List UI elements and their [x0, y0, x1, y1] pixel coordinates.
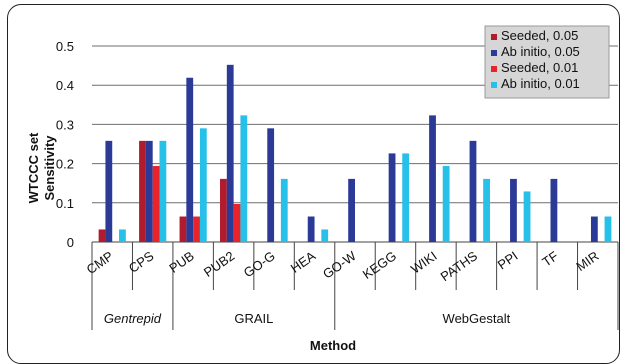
- y-tick-label: 0: [67, 235, 74, 250]
- bar: [483, 178, 490, 242]
- x-tick-label: TF: [539, 248, 561, 269]
- group-label: GRAIL: [234, 311, 273, 326]
- x-tick-label: KEGG: [360, 248, 399, 282]
- bar: [220, 178, 227, 242]
- bar: [348, 178, 355, 242]
- bar: [152, 165, 160, 242]
- bar: [550, 178, 558, 242]
- bar: [186, 77, 194, 242]
- x-tick-label: GO-W: [320, 248, 359, 282]
- bar: [307, 216, 315, 242]
- bar: [119, 229, 126, 242]
- legend-entry: Seeded, 0.05: [501, 28, 578, 43]
- legend-swatch: [491, 50, 497, 56]
- group-labels: Gentrepid GRAIL WebGestalt: [104, 311, 511, 326]
- bar: [98, 229, 106, 242]
- y-axis-label-line2: Sensitivity: [42, 135, 57, 201]
- bar-chart: 0 0.1 0.2 0.3 0.4 0.5 CMP CPS PUB PUB2 GO-G HEA GO-…: [26, 24, 619, 353]
- x-axis-label: Method: [310, 338, 356, 353]
- legend-swatch: [491, 66, 497, 72]
- bar: [267, 128, 275, 242]
- x-tick-label: PUB2: [201, 248, 237, 280]
- bar: [233, 203, 241, 242]
- x-tick-label: PUB: [166, 248, 197, 276]
- x-tick-label: PPI: [495, 248, 521, 272]
- bar: [193, 216, 200, 242]
- group-label: Gentrepid: [104, 311, 162, 326]
- bar: [240, 115, 248, 242]
- bar: [280, 178, 288, 242]
- bar: [402, 153, 410, 242]
- x-tick-label: WIKI: [408, 248, 440, 276]
- legend-entry: Seeded, 0.01: [501, 60, 578, 75]
- x-tick-label: HEA: [288, 248, 319, 276]
- bar: [321, 229, 329, 242]
- bar: [159, 140, 167, 242]
- legend-entry: Ab initio, 0.01: [501, 76, 580, 91]
- bar: [139, 140, 146, 242]
- x-tick-label: CMP: [84, 248, 116, 277]
- x-tick-label: PATHS: [438, 248, 481, 284]
- bars: [98, 64, 612, 242]
- y-axis-label-line1: WTCCC set: [26, 132, 41, 203]
- y-tick-label: 0.1: [56, 196, 74, 211]
- bar: [145, 140, 153, 242]
- bar: [469, 140, 477, 242]
- x-tick-label: GO-G: [241, 248, 278, 280]
- bar: [510, 178, 517, 242]
- bar: [179, 216, 187, 242]
- legend-swatch: [491, 34, 497, 40]
- legend-entry: Ab initio, 0.05: [501, 44, 580, 59]
- y-tick-label: 0.5: [56, 39, 74, 54]
- legend-swatch: [491, 82, 497, 88]
- bar: [226, 64, 234, 242]
- y-tick-labels: 0 0.1 0.2 0.3 0.4 0.5: [56, 39, 74, 250]
- bar: [429, 115, 436, 242]
- x-tick-label: CPS: [126, 248, 157, 276]
- y-tick-label: 0.3: [56, 117, 74, 132]
- bar: [442, 165, 450, 242]
- bar: [199, 128, 207, 242]
- legend-box: [484, 25, 610, 99]
- y-tick-label: 0.4: [56, 78, 74, 93]
- bar: [388, 153, 396, 242]
- y-tick-label: 0.2: [56, 157, 74, 172]
- group-label: WebGestalt: [443, 311, 511, 326]
- bar: [590, 216, 598, 242]
- bar: [105, 140, 113, 242]
- bar: [604, 216, 612, 242]
- x-axis: [91, 242, 619, 330]
- bar: [523, 191, 531, 242]
